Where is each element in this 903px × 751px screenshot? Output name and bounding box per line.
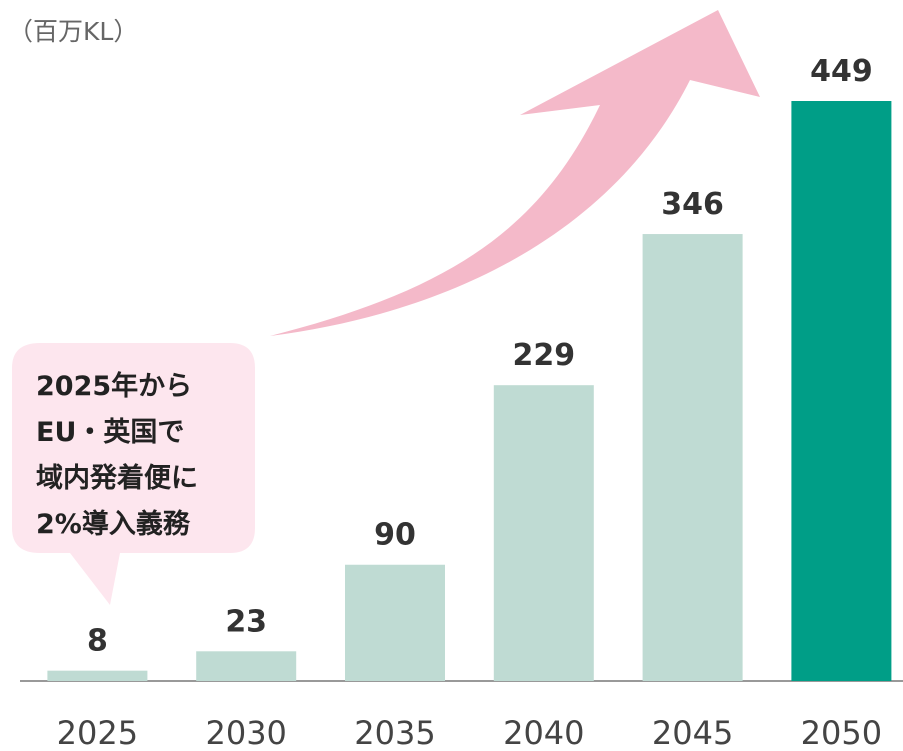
growth-arrow xyxy=(270,10,760,336)
annotation-line: 2%導入義務 xyxy=(36,508,191,540)
value-label: 23 xyxy=(225,604,267,639)
value-label: 449 xyxy=(810,54,873,89)
annotation-line: EU・英国で xyxy=(36,417,184,448)
callout xyxy=(12,343,255,605)
bar xyxy=(47,670,148,681)
bar xyxy=(791,101,892,681)
bar xyxy=(196,651,297,681)
value-label: 346 xyxy=(661,187,724,222)
x-tick-label: 2030 xyxy=(205,714,286,751)
value-label: 229 xyxy=(512,338,575,373)
bar xyxy=(345,564,445,681)
annotation-line: 域内発着便に xyxy=(36,462,198,494)
x-tick-label: 2025 xyxy=(57,714,138,751)
x-tick-label: 2035 xyxy=(354,714,435,751)
annotation-line: 2025年から xyxy=(36,370,192,402)
unit-label: （百万KL） xyxy=(8,17,138,46)
x-tick-label: 2050 xyxy=(801,714,882,751)
x-tick-label: 2045 xyxy=(652,714,733,751)
bar xyxy=(493,385,594,681)
bar xyxy=(642,234,743,682)
value-label: 8 xyxy=(87,624,108,659)
x-tick-label: 2040 xyxy=(503,714,584,751)
value-label: 90 xyxy=(374,518,416,553)
